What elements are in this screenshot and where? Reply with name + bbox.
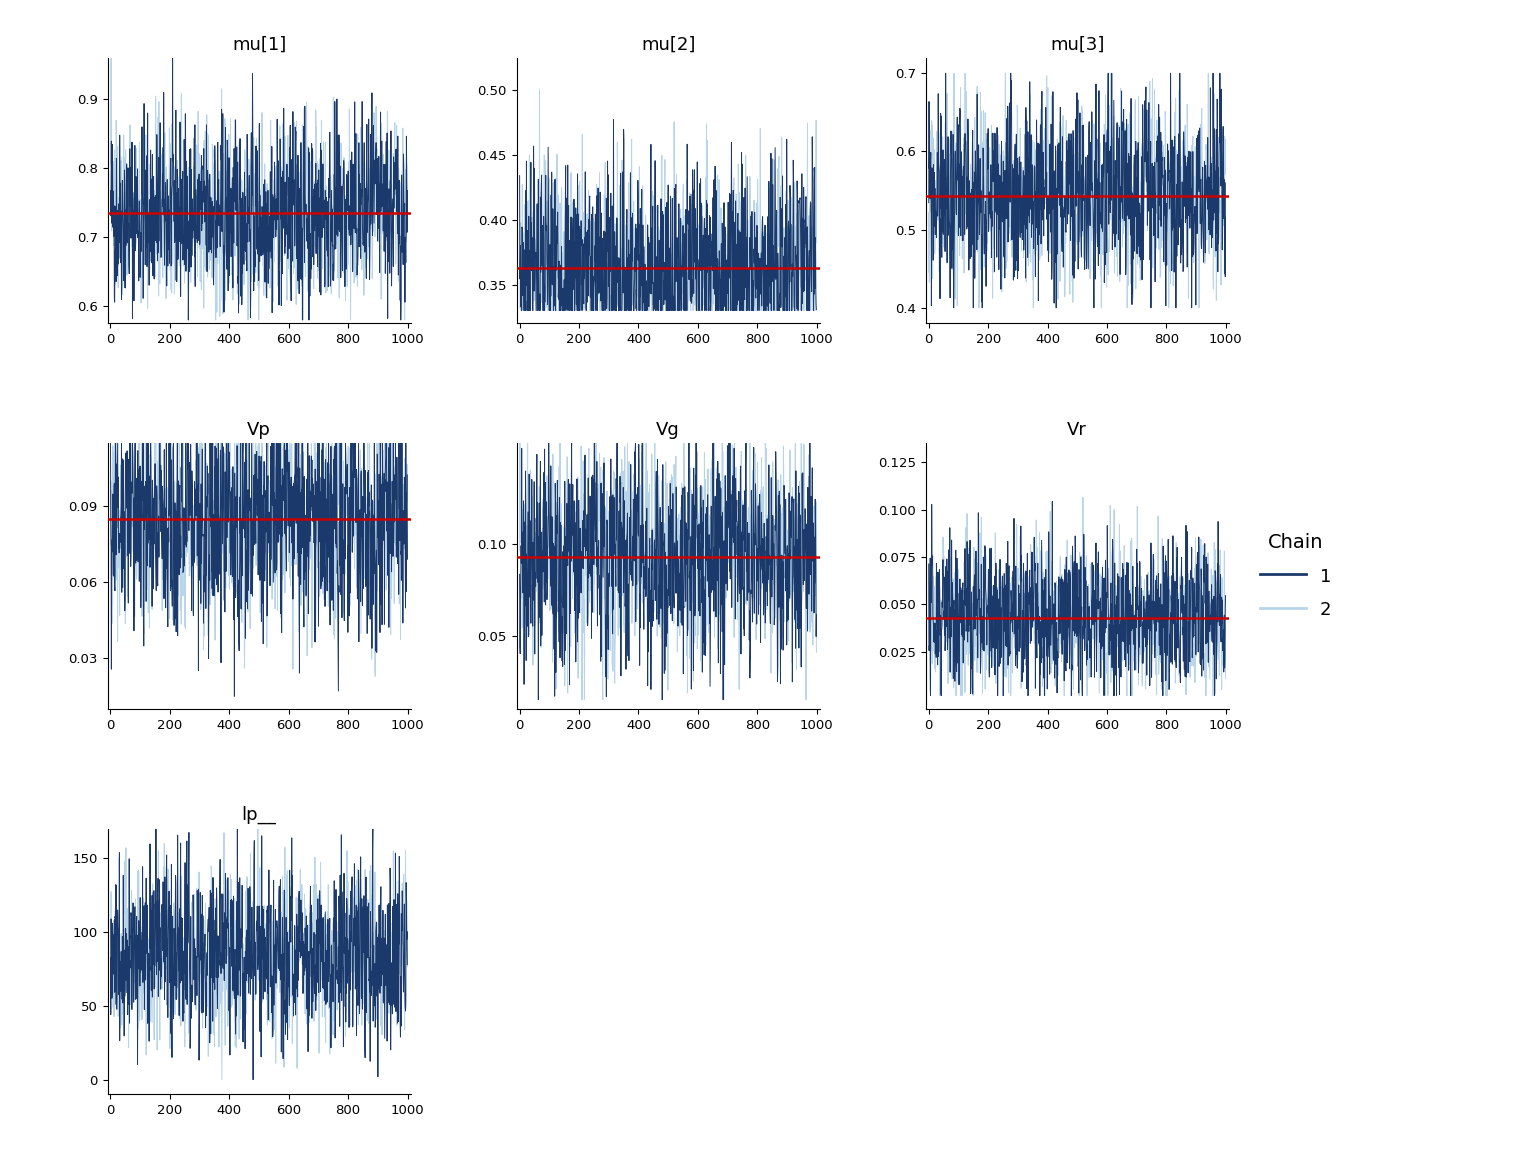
Title: Vr: Vr	[1068, 420, 1087, 439]
Title: mu[3]: mu[3]	[1051, 36, 1104, 53]
Title: Vg: Vg	[656, 420, 680, 439]
Title: mu[2]: mu[2]	[641, 36, 696, 53]
Legend: 1, 2: 1, 2	[1253, 525, 1339, 627]
Title: mu[1]: mu[1]	[232, 36, 286, 53]
Title: lp__: lp__	[241, 806, 276, 825]
Title: Vp: Vp	[247, 420, 270, 439]
